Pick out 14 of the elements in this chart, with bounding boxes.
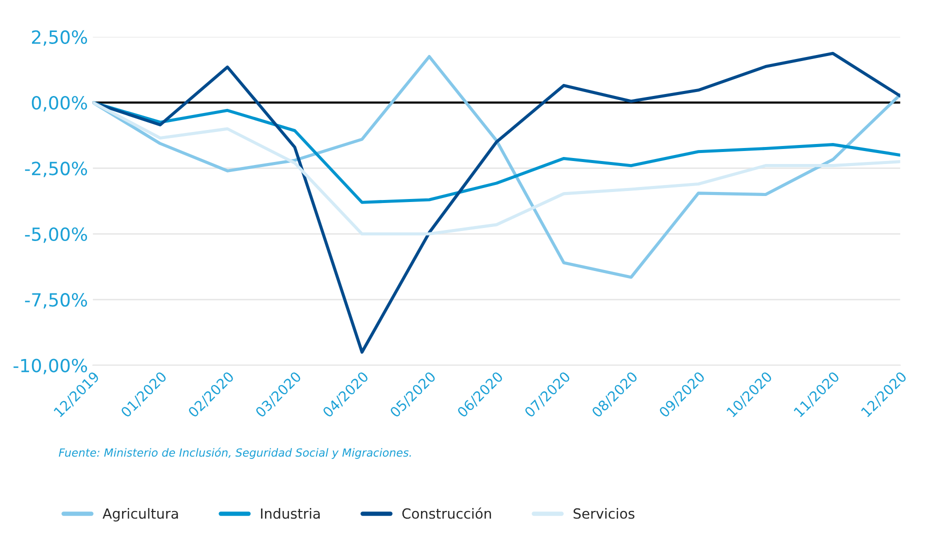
y-tick-label: -7,50% xyxy=(25,293,88,309)
y-tick-label: 0,00% xyxy=(32,96,88,112)
legend-label: Servicios xyxy=(574,508,634,519)
y-tick-label: -10,00% xyxy=(14,358,88,374)
line-series xyxy=(92,52,900,354)
legend-label: Agricultura xyxy=(102,508,178,522)
legend-label: Industria xyxy=(261,508,320,519)
y-tick-label: -2,50% xyxy=(25,162,88,178)
y-tick-label: -5,00% xyxy=(25,227,88,243)
source-note: Fuente: Ministerio de Inclusión, Seguridad Social y Migraciones. xyxy=(58,448,411,459)
y-tick-label: 2,50% xyxy=(32,30,88,46)
line-series xyxy=(92,55,900,279)
line-series xyxy=(92,101,900,236)
legend-label: Construcción xyxy=(402,508,491,519)
